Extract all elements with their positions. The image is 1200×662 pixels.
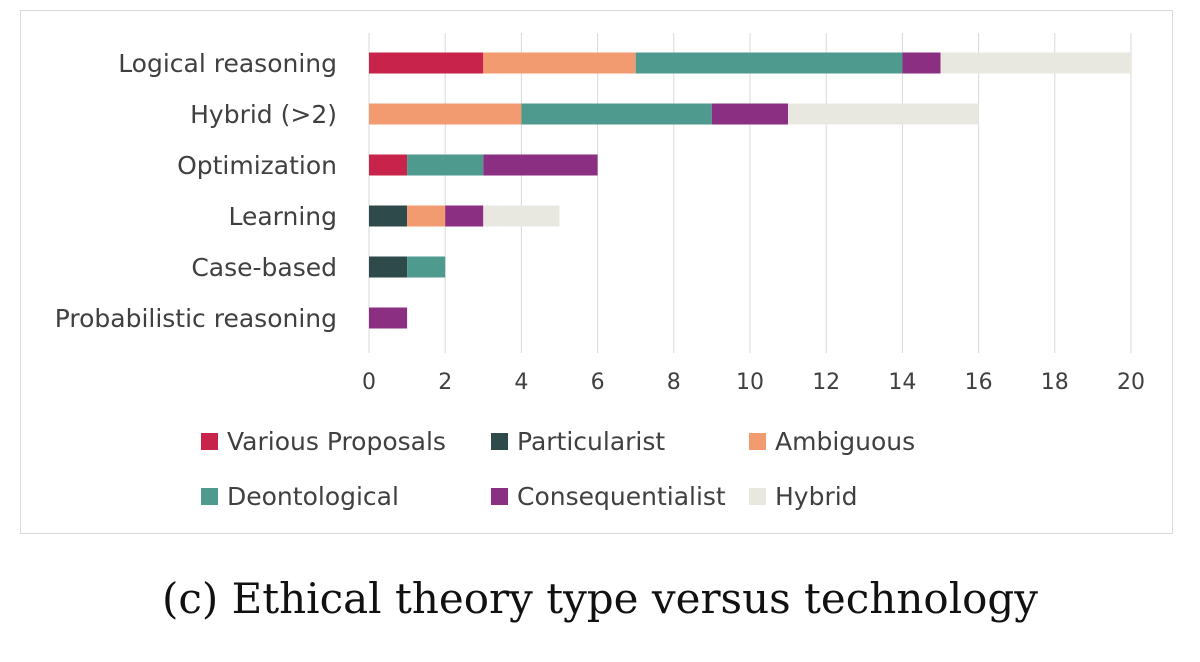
bar-logical-reasoning-deontological <box>635 52 903 74</box>
category-label-probabilistic-reasoning: Probabilistic reasoning <box>55 304 337 333</box>
bar-learning-ambiguous <box>407 205 446 227</box>
x-tick-label-20: 20 <box>1117 370 1145 395</box>
x-tick-label-14: 14 <box>888 370 916 395</box>
bar-hybrid-2-consequentialist <box>711 103 789 125</box>
chart-frame: Logical reasoning Hybrid (>2) Optimization… <box>20 10 1173 534</box>
legend: Various Proposals Particularist Ambiguous D… <box>201 427 915 511</box>
bar-hybrid-2-ambiguous <box>369 103 522 125</box>
bar-hybrid-2-deontological <box>521 103 712 125</box>
bar-case-based-particularist <box>369 256 408 278</box>
x-tick-label-0: 0 <box>362 370 376 395</box>
figure-caption: (c) Ethical theory type versus technolog… <box>161 574 1039 623</box>
bar-optimization-various-proposals <box>369 154 408 176</box>
legend-label-consequentialist: Consequentialist <box>517 482 726 511</box>
legend-label-particularist: Particularist <box>517 427 665 456</box>
bar-hybrid-2-hybrid <box>788 103 979 125</box>
legend-label-deontological: Deontological <box>227 482 399 511</box>
x-tick-label-12: 12 <box>812 370 840 395</box>
category-label-optimization: Optimization <box>177 151 337 180</box>
x-tick-label-8: 8 <box>667 370 681 395</box>
bars <box>369 52 1131 329</box>
bar-probabilistic-reasoning-consequentialist <box>369 307 408 329</box>
category-labels: Logical reasoning Hybrid (>2) Optimization… <box>55 49 337 333</box>
grid-lines <box>368 33 1132 353</box>
x-axis-tick-labels: 0 2 4 6 8 10 12 14 16 18 20 <box>362 370 1145 395</box>
bar-logical-reasoning-hybrid <box>940 52 1131 74</box>
x-tick-label-4: 4 <box>514 370 528 395</box>
legend-label-hybrid: Hybrid <box>775 482 858 511</box>
legend-label-ambiguous: Ambiguous <box>775 427 915 456</box>
x-tick-label-10: 10 <box>736 370 764 395</box>
bar-logical-reasoning-various-proposals <box>369 52 484 74</box>
legend-swatch-deontological <box>201 488 218 505</box>
bar-logical-reasoning-consequentialist <box>902 52 941 74</box>
category-label-logical-reasoning: Logical reasoning <box>118 49 337 78</box>
bar-learning-consequentialist <box>445 205 484 227</box>
x-tick-label-6: 6 <box>591 370 605 395</box>
legend-label-various-proposals: Various Proposals <box>227 427 446 456</box>
bar-learning-hybrid <box>483 205 560 227</box>
category-label-case-based: Case-based <box>191 253 337 282</box>
x-tick-label-18: 18 <box>1041 370 1069 395</box>
bar-case-based-deontological <box>407 256 446 278</box>
category-label-learning: Learning <box>228 202 337 231</box>
x-tick-label-2: 2 <box>438 370 452 395</box>
legend-swatch-particularist <box>491 433 508 450</box>
bar-logical-reasoning-ambiguous <box>483 52 636 74</box>
bar-optimization-consequentialist <box>483 154 598 176</box>
category-label-hybrid-2: Hybrid (>2) <box>190 100 337 129</box>
legend-swatch-ambiguous <box>749 433 766 450</box>
legend-swatch-various-proposals <box>201 433 218 450</box>
x-tick-label-16: 16 <box>965 370 993 395</box>
bar-optimization-deontological <box>407 154 484 176</box>
legend-swatch-hybrid <box>749 488 766 505</box>
bar-learning-particularist <box>369 205 408 227</box>
stacked-bar-chart: Logical reasoning Hybrid (>2) Optimization… <box>55 33 1145 511</box>
legend-swatch-consequentialist <box>491 488 508 505</box>
